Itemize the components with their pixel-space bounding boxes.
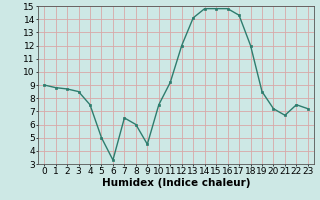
X-axis label: Humidex (Indice chaleur): Humidex (Indice chaleur) xyxy=(102,178,250,188)
